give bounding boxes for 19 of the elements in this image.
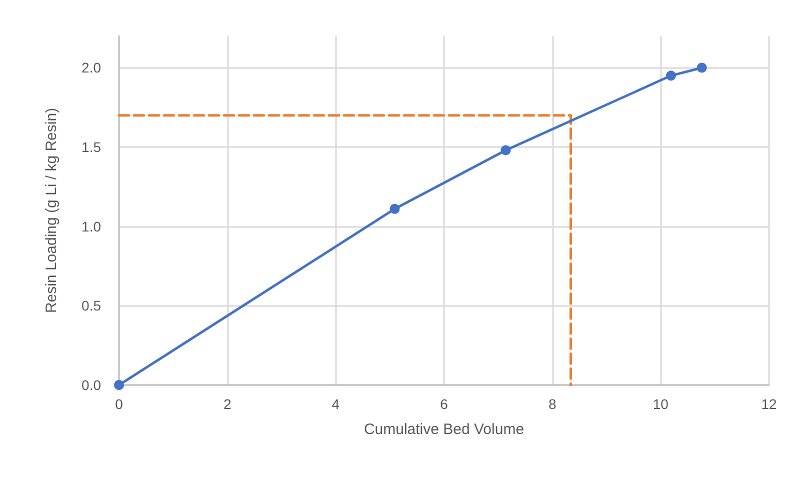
y-tick-label: 2.0 xyxy=(82,60,102,76)
x-tick-label: 12 xyxy=(761,396,777,412)
x-tick-label: 4 xyxy=(332,396,340,412)
x-tick-label: 2 xyxy=(223,396,232,412)
x-tick-label: 10 xyxy=(652,396,669,412)
point xyxy=(390,204,400,214)
point xyxy=(500,145,511,156)
y-axis-title: Resin Loading (g Li / kg Resin) xyxy=(43,108,60,314)
x-axis-title: Cumulative Bed Volume xyxy=(364,421,524,438)
x-tick-label: 6 xyxy=(440,396,448,412)
y-tick-label: 0.0 xyxy=(82,377,102,393)
y-tick-label: 1.5 xyxy=(82,139,102,156)
x-tick-label: 0 xyxy=(115,396,124,412)
point xyxy=(696,62,707,73)
point xyxy=(666,70,676,81)
point xyxy=(114,380,124,390)
y-tick-label: 0.5 xyxy=(82,298,102,314)
y-tick-label: 1.0 xyxy=(82,218,102,234)
x-tick-label: 8 xyxy=(548,396,556,412)
